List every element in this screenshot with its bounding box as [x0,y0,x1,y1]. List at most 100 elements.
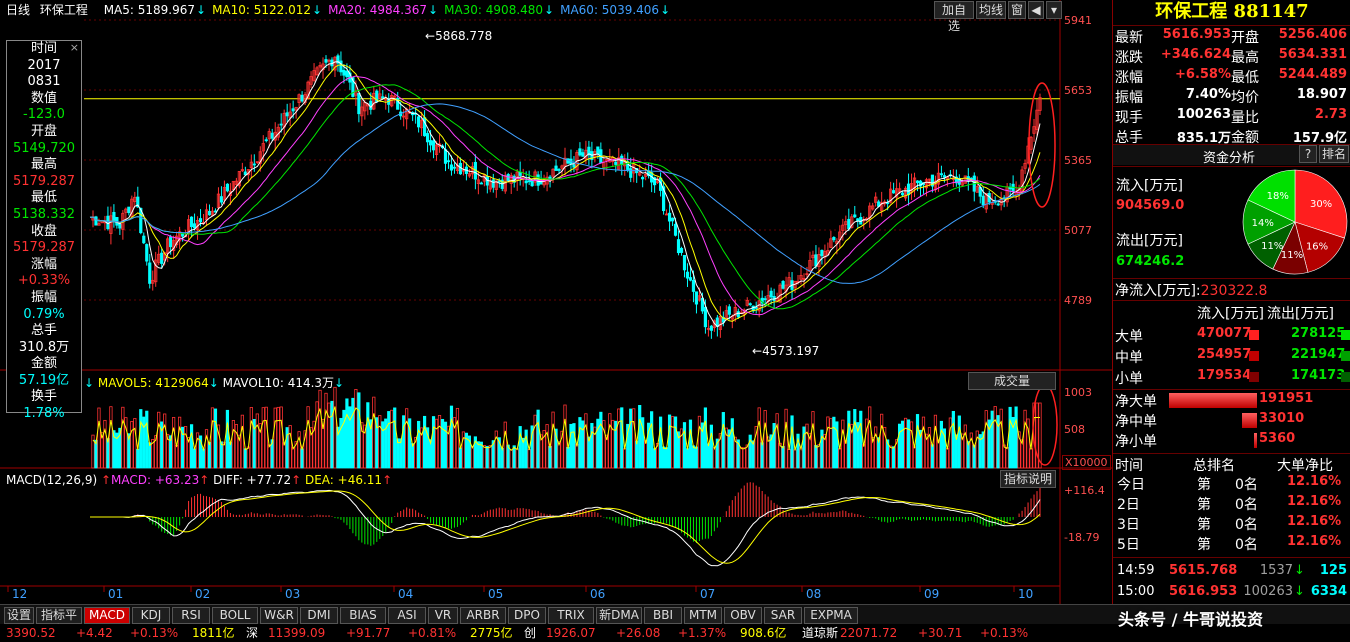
volume-bar [240,414,244,469]
candle-body [452,166,457,169]
tab-dpo[interactable]: DPO [508,607,546,624]
volume-bar [300,448,304,469]
volume-bar [178,416,182,469]
play-icon[interactable]: ◀ [1028,1,1044,19]
tab-trix[interactable]: TRIX [548,607,594,624]
tab-mtm[interactable]: MTM [684,607,722,624]
candle-body [829,238,833,248]
volume-bar [889,445,893,469]
volume-bar [464,432,469,469]
tab-sar[interactable]: SAR [764,607,802,624]
candle-body [306,81,310,99]
volume-bar [204,429,209,469]
candle-body [518,171,522,176]
tab-vr[interactable]: VR [428,607,458,624]
tab-obv[interactable]: OBV [724,607,762,624]
candle-body [360,106,364,117]
tab-boll[interactable]: BOLL [212,607,258,624]
info-label: 数值 [30,90,57,106]
ma-settings-button[interactable]: 均线 [976,1,1006,19]
volume-bar [509,449,513,469]
volume-bar [1023,409,1027,469]
tab-w&r[interactable]: W&R [260,607,298,624]
info-change: +0.33% [17,273,71,289]
window-button[interactable]: 窗 [1008,1,1026,19]
volume-bar [679,428,684,469]
quote-value: 5616.953 [1162,27,1231,42]
volume-bar [554,428,558,469]
volume-bar [1008,406,1012,469]
tab-rsi[interactable]: RSI [172,607,210,624]
volume-bar [136,448,140,469]
add-watchlist-button[interactable]: 加自选 [934,1,974,33]
candle-body [1023,162,1027,169]
volume-bar [611,419,615,469]
candle-body [984,193,988,210]
candle-body [506,174,510,182]
candle-body [963,175,967,184]
status-item: 深 [246,626,259,640]
candle-body [258,151,262,164]
candle-body [476,179,480,184]
candle-body [736,311,740,318]
watermark: 头条号 / 牛哥说投资 [1118,610,1263,629]
volume-bar [883,426,887,469]
ma-legend-item: MA20: 4984.367 [328,3,428,17]
volume-bar [847,410,851,469]
tab-bias[interactable]: BIAS [340,607,386,624]
candle-body [396,97,400,110]
volume-bar [452,417,457,469]
kline-chart-area[interactable]: 日线 环保工程 MA5: 5189.967↓ MA10: 5122.012↓ MA2… [0,0,1112,604]
volume-bar [814,445,818,469]
candle-body [721,316,725,323]
volume-bar [285,427,289,469]
dropdown-icon[interactable]: ▾ [1046,1,1062,19]
candle-body [1008,186,1012,190]
candle-body [494,180,498,190]
status-item: 2775亿 [470,626,513,640]
volume-bar [566,446,570,469]
kline-svg[interactable] [0,0,1112,604]
volume-bar [832,416,836,469]
help-icon[interactable]: ? [1299,145,1317,163]
month-label: 12 [12,587,28,601]
tab-新dma[interactable]: 新DMA [596,607,642,624]
tab-asi[interactable]: ASI [388,607,426,624]
tab-arbr[interactable]: ARBR [460,607,506,624]
candle-body [160,252,164,264]
indicator-help-button[interactable]: 指标说明 [1000,470,1056,488]
volume-bar [315,401,319,469]
tab-dmi[interactable]: DMI [300,607,338,624]
volume-bar [871,437,875,469]
volume-bar [981,431,985,469]
info-low: 5138.332 [12,206,76,222]
volume-bar [414,437,418,469]
candle-body [614,161,618,165]
tab-指标平台[interactable]: 指标平台 [36,607,82,637]
tab-macd[interactable]: MACD [84,607,130,624]
month-label: 06 [590,587,606,601]
quote-label: 开盘 [1231,30,1259,46]
volume-bar [533,414,537,469]
info-label: 时间 [30,41,57,56]
volume-bar [877,437,881,469]
candle-body [252,163,256,166]
candle-body [318,65,322,68]
volume-bar [321,418,325,469]
rank-button[interactable]: 排名 [1319,145,1349,163]
volume-bar [1029,448,1033,469]
volume-bar [772,423,776,469]
close-icon[interactable]: × [69,41,79,54]
ma60-line [89,103,1041,284]
candle-body [874,196,878,203]
candle-body [378,93,382,100]
volume-indicator-button[interactable]: 成交量 [968,372,1056,390]
tab-设置[interactable]: 设置 [4,607,34,624]
tab-expma[interactable]: EXPMA [804,607,858,624]
volume-bar [802,426,806,469]
tab-bbi[interactable]: BBI [644,607,682,624]
volume-bar [897,423,902,469]
tab-kdj[interactable]: KDJ [132,607,170,624]
candle-body [333,56,337,71]
month-label: 05 [488,587,504,601]
